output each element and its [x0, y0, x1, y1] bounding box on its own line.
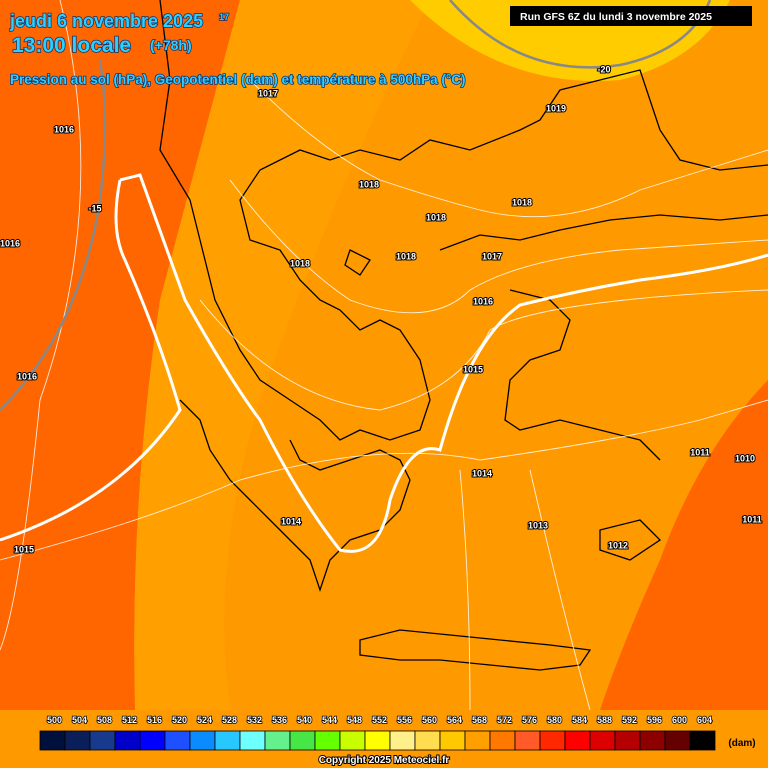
legend-value: 596 — [647, 715, 662, 725]
legend-value: 536 — [272, 715, 287, 725]
legend-value: 508 — [97, 715, 112, 725]
legend: 500 504 508 512 516 520 524 528 532 536 540 544 548 5… — [39, 714, 716, 751]
legend-value: 504 — [72, 715, 87, 725]
legend-value: 552 — [372, 715, 387, 725]
legend-value: 524 — [197, 715, 212, 725]
legend-value: 556 — [397, 715, 412, 725]
legend-value: 520 — [172, 715, 187, 725]
legend-value: 532 — [247, 715, 262, 725]
legend-value: 540 — [297, 715, 312, 725]
legend-swatch — [614, 730, 641, 751]
legend-swatch — [239, 730, 266, 751]
contour-label: 1016 — [54, 124, 74, 134]
title: jeudi 6 novembre 2025 — [9, 11, 203, 31]
legend-swatch — [439, 730, 466, 751]
legend-value: 516 — [147, 715, 162, 725]
contour-label: 1013 — [528, 520, 548, 530]
legend-value: 580 — [547, 715, 562, 725]
legend-value: 544 — [322, 715, 337, 725]
copyright: Copyright 2025 Meteociel.fr — [319, 755, 450, 766]
legend-unit: (dam) — [728, 738, 755, 749]
legend-swatch — [289, 730, 316, 751]
isobars — [0, 0, 768, 711]
legend-value: 560 — [422, 715, 437, 725]
legend-swatch — [389, 730, 416, 751]
field-east — [600, 380, 768, 710]
legend-swatch — [564, 730, 591, 751]
legend-value: 576 — [522, 715, 537, 725]
legend-swatch — [514, 730, 541, 751]
contour-label: 1010 — [735, 453, 755, 463]
contour-label: 1018 — [512, 197, 532, 207]
legend-value: 584 — [572, 715, 587, 725]
contour-labels: 1017 1016 1016 1019 1018 1018 1018 1018 1018 1017… — [0, 63, 763, 555]
contour-label: -15 — [88, 203, 101, 213]
legend-swatch — [689, 730, 716, 751]
contour-label: 1017 — [258, 88, 278, 98]
contour-label: 1018 — [426, 212, 446, 222]
legend-swatch — [414, 730, 441, 751]
legend-swatch — [264, 730, 291, 751]
legend-value: 592 — [622, 715, 637, 725]
legend-swatch — [139, 730, 166, 751]
contour-label: 1018 — [396, 251, 416, 261]
legend-value: 604 — [697, 715, 712, 725]
geopotential-568 — [0, 179, 182, 542]
legend-swatch — [39, 730, 66, 751]
legend-swatch — [589, 730, 616, 751]
run-box — [510, 6, 752, 26]
contour-label: 1018 — [359, 179, 379, 189]
legend-value: 564 — [447, 715, 462, 725]
contour-label: 1011 — [690, 447, 710, 457]
legend-swatch — [539, 730, 566, 751]
run-info: Run GFS 6Z du lundi 3 novembre 2025 — [520, 11, 712, 23]
legend-value: 528 — [222, 715, 237, 725]
legend-value: 512 — [122, 715, 137, 725]
subtitle: Pression au sol (hPa), Geopotentiel (dam… — [10, 72, 466, 87]
legend-swatch — [189, 730, 216, 751]
contour-label: 1012 — [608, 540, 628, 550]
legend-swatch — [664, 730, 691, 751]
legend-swatch — [339, 730, 366, 751]
legend-swatch — [214, 730, 241, 751]
contour-label: 1017 — [482, 251, 502, 261]
legend-value: 548 — [347, 715, 362, 725]
contour-label: 1016 — [0, 238, 20, 248]
contour-label: 1018 — [290, 258, 310, 268]
legend-swatch — [114, 730, 141, 751]
legend-value: 600 — [672, 715, 687, 725]
legend-swatch — [64, 730, 91, 751]
geopotential-564 — [119, 173, 768, 553]
legend-swatch — [89, 730, 116, 751]
legend-value: 568 — [472, 715, 487, 725]
time: 13:00 locale — [12, 34, 131, 57]
contour-label: 1014 — [472, 468, 492, 478]
isotherm-minus-15 — [0, 59, 107, 411]
contour-label: 1016 — [17, 371, 37, 381]
legend-swatch — [464, 730, 491, 751]
contour-label: 1019 — [546, 103, 566, 113]
contour-label: 1011 — [742, 514, 762, 524]
lead: (+78h) — [150, 37, 192, 53]
legend-swatch — [639, 730, 666, 751]
legend-value: 588 — [597, 715, 612, 725]
contour-label: -20 — [597, 64, 610, 74]
contour-label: 1015 — [463, 364, 483, 374]
legend-value: 572 — [497, 715, 512, 725]
warm-field-west — [0, 0, 240, 710]
contour-label: 1015 — [14, 544, 34, 554]
contour-label: 1016 — [473, 296, 493, 306]
title-sup: 17 — [219, 12, 229, 22]
legend-value: 500 — [47, 715, 62, 725]
legend-swatch — [364, 730, 391, 751]
contour-label: 1014 — [281, 516, 301, 526]
field-central — [134, 0, 431, 710]
legend-swatch — [489, 730, 516, 751]
legend-swatch — [314, 730, 341, 751]
legend-swatch — [164, 730, 191, 751]
isotherm-minus-20 — [449, 0, 712, 69]
